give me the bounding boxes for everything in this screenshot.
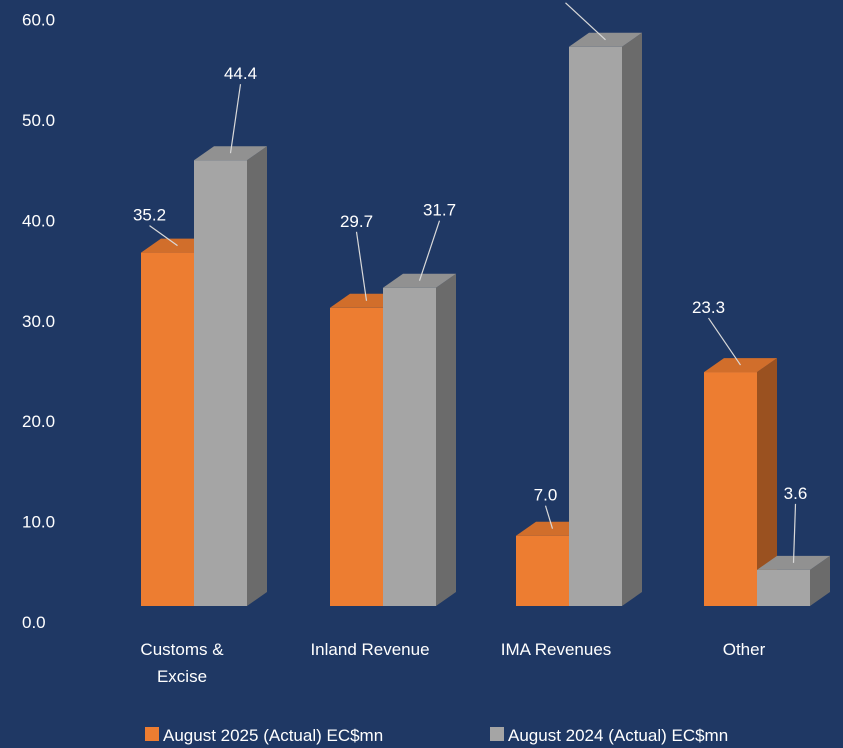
bar-front	[383, 287, 436, 606]
leader-line	[229, 84, 242, 154]
bar-side	[757, 358, 777, 606]
bar	[757, 555, 830, 606]
leader-line	[544, 505, 554, 529]
category-label: Inland Revenue	[310, 640, 429, 659]
y-tick-label: 20.0	[22, 412, 55, 431]
leader-line	[149, 225, 178, 247]
category-label: Customs & Excise	[140, 640, 224, 686]
bar-front	[757, 569, 810, 606]
y-tick-label: 60.0	[22, 11, 55, 30]
legend-swatch	[490, 727, 504, 741]
y-tick-label: 50.0	[22, 111, 55, 130]
bar	[194, 146, 267, 606]
bar	[704, 358, 777, 606]
data-label: 7.0	[534, 486, 558, 505]
bar-side	[810, 555, 830, 606]
data-label: 44.4	[224, 64, 257, 83]
data-label: 35.2	[133, 206, 166, 225]
legend-label: August 2025 (Actual) EC$mn	[163, 726, 383, 745]
legend: August 2025 (Actual) EC$mn August 2024 (A…	[145, 726, 728, 745]
y-tick-label: 10.0	[22, 513, 55, 532]
bar-side	[622, 32, 642, 607]
y-tick-label: 30.0	[22, 312, 55, 331]
data-label: 29.7	[340, 212, 373, 231]
data-label: 55.7	[549, 0, 582, 2]
y-tick-label: 0.0	[22, 613, 46, 632]
legend-swatch	[145, 727, 159, 741]
legend-label: August 2024 (Actual) EC$mn	[508, 726, 728, 745]
y-tick-label: 40.0	[22, 211, 55, 230]
bar-side	[436, 273, 456, 606]
bar-front	[569, 46, 622, 607]
series-2024	[194, 32, 830, 607]
bar-front	[516, 535, 569, 606]
bar-front	[704, 372, 757, 606]
bar	[569, 32, 642, 607]
bar	[383, 273, 456, 606]
bar-front	[141, 252, 194, 607]
leader-line	[708, 317, 741, 366]
data-label: 31.7	[423, 201, 456, 220]
data-label: 23.3	[692, 298, 725, 317]
leader-line	[418, 220, 441, 281]
category-label: Other	[723, 640, 766, 659]
leader-line	[792, 503, 797, 563]
bar-front	[330, 307, 383, 606]
leader-line	[355, 231, 368, 301]
leader-line	[565, 2, 606, 41]
data-label: 3.6	[784, 484, 808, 503]
bar-side	[247, 146, 267, 606]
bar-front	[194, 160, 247, 606]
category-label: IMA Revenues	[501, 640, 612, 659]
